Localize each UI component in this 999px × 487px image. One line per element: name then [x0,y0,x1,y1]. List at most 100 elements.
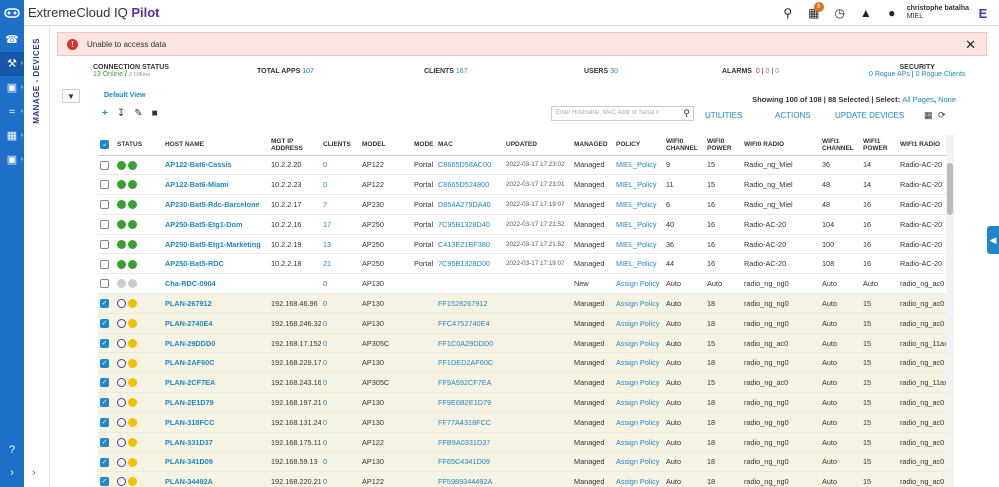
host-cell[interactable]: Cha-RDC-0904 [163,273,269,295]
utilities-button[interactable]: UTILITIES [705,111,743,120]
row-checkbox[interactable]: ✓ [98,372,115,394]
mac-value[interactable]: C413E21BF380 [438,239,490,249]
column-header[interactable]: WIFI1 RADIO [898,135,946,156]
mac-value[interactable]: C8665D58AC00 [438,160,492,170]
connection-status[interactable]: CONNECTION STATUS 13 Online / 2 Offline [93,64,169,78]
host-value[interactable]: PLAN-34492A [165,477,213,487]
row-checkbox[interactable]: ✓ [98,392,115,413]
host-cell[interactable]: PLAN-2E1D79 [163,392,269,413]
mac-cell[interactable]: FF65C4341D09 [436,451,504,473]
mac-cell[interactable]: FF9E6B2E1D79 [436,392,504,413]
host-value[interactable]: AP250-Bat5-RDC [165,259,224,269]
policy-value[interactable]: MIEL_Policy [616,180,657,190]
table-row[interactable]: AP122-Bat6-Cassis 10.2.2.20 0 AP122 Portal C8… [98,155,946,176]
policy-cell[interactable]: MIEL_Policy [614,214,664,235]
host-value[interactable]: PLAN-318FCC [165,417,215,427]
mac-cell[interactable]: FF1C0A29DDD0 [436,333,504,354]
mac-value[interactable]: FF1DED2AF60C [438,358,494,368]
download-icon[interactable]: ↧ [116,108,126,119]
row-checkbox[interactable] [98,234,115,255]
monitor-icon[interactable]: ▣ › [6,82,23,94]
mac-value[interactable]: FF1C0A29DDD0 [438,338,494,348]
row-checkbox[interactable]: ✓ [98,313,115,334]
user-avatar-icon[interactable]: ● [888,6,896,20]
total-apps[interactable]: TOTAL APPS 107 [257,68,314,75]
row-checkbox[interactable]: ✓ [98,471,115,487]
policy-cell[interactable]: MIEL_Policy [614,174,664,196]
policy-cell[interactable]: Assign Policy [614,471,664,487]
table-row[interactable]: ✓ PLAN-331D37 192.168.175.118 0 AP122 FFB9A03… [98,432,946,453]
host-cell[interactable]: AP250-Bat5-Etg1-Dom [163,214,269,235]
host-cell[interactable]: AP230-Bat5-Rdc-Barcelone [163,194,269,215]
row-checkbox[interactable]: ✓ [98,293,115,314]
policy-cell[interactable]: Assign Policy [614,451,664,473]
policy-cell[interactable]: Assign Policy [614,412,664,433]
column-header[interactable]: WIFI0 POWER [705,135,742,156]
host-cell[interactable]: AP250-Bat5-Etg1-Marketing [163,234,269,255]
table-row[interactable]: ✓ PLAN-2AF60C 192.168.229.17 0 AP130 FF1DED2A… [98,352,946,374]
columns-icon[interactable]: ▦ [924,110,933,120]
policy-value[interactable]: Assign Policy [616,397,660,407]
policy-cell[interactable]: Assign Policy [614,372,664,394]
host-cell[interactable]: PLAN-318FCC [163,412,269,433]
mac-value[interactable]: 7C95B1328D40 [438,219,490,229]
mac-cell[interactable]: 7C95B1328D40 [436,214,504,235]
help-icon[interactable]: ? [8,444,16,456]
mac-cell[interactable]: C8665D524800 [436,174,504,196]
close-icon[interactable]: ✕ [965,37,976,52]
mac-value[interactable]: FF5989344492A [438,477,493,487]
table-row[interactable]: ✓ PLAN-341D09 192.168.59.13 0 AP130 FF65C4341… [98,451,946,473]
column-header[interactable]: WIFI0 RADIO [742,135,820,156]
host-value[interactable]: PLAN-2AF60C [165,358,215,368]
filter-icon[interactable]: ▼ [62,89,80,103]
mac-value[interactable]: FFB9A0331D37 [438,437,491,447]
cloud-logo-icon[interactable] [0,0,24,26]
column-header[interactable]: WIFI1 CHANNEL [820,135,861,156]
column-header[interactable]: MODE [412,135,436,156]
row-checkbox[interactable] [98,253,115,275]
table-row[interactable]: ✓ PLAN-2740E4 192.168.246.32 0 AP130 FFC47527… [98,313,946,334]
mac-value[interactable]: 7C95B1328D00 [438,259,490,269]
mac-value[interactable]: FF9E6B2E1D79 [438,397,492,407]
search-icon[interactable]: ⚲ [683,108,690,118]
host-value[interactable]: PLAN-2E1D79 [165,397,214,407]
policy-value[interactable]: MIEL_Policy [616,259,657,269]
actions-button[interactable]: ACTIONS [775,111,811,120]
host-value[interactable]: AP250-Bat5-Etg1-Dom [165,219,243,229]
host-cell[interactable]: PLAN-29DDD0 [163,333,269,354]
host-cell[interactable]: PLAN-267912 [163,293,269,314]
row-checkbox[interactable] [98,155,115,176]
mac-value[interactable]: FF1528267912 [438,298,488,308]
column-header[interactable]: WIFI0 CHANNEL [664,135,705,156]
edit-icon[interactable]: ✎ [134,108,143,119]
policy-value[interactable]: Assign Policy [616,318,660,328]
host-cell[interactable]: PLAN-331D37 [163,432,269,453]
mac-cell[interactable]: C413E21BF380 [436,234,504,255]
host-value[interactable]: PLAN-331D37 [165,437,213,447]
host-value[interactable]: PLAN-2740E4 [165,318,213,328]
mac-cell[interactable]: 7C95B1328D00 [436,253,504,275]
table-row[interactable]: ✓ PLAN-267912 192.168.46.96 0 AP130 FF1528267… [98,293,946,314]
table-scrollbar[interactable] [946,135,954,487]
host-cell[interactable]: AP122-Bat6-Cassis [163,155,269,176]
host-value[interactable]: Cha-RDC-0904 [165,279,216,289]
lock-icon[interactable]: ▣ › [6,154,23,166]
mac-value[interactable]: D854A279DA40 [438,199,491,209]
mac-cell[interactable]: FFC4752740E4 [436,313,504,334]
analytics-icon[interactable]: ≈ › [8,106,23,118]
policy-cell[interactable]: Assign Policy [614,273,664,295]
mac-cell[interactable] [436,273,504,295]
mac-cell[interactable]: FF1DED2AF60C [436,352,504,374]
host-cell[interactable]: PLAN-34492A [163,471,269,487]
policy-value[interactable]: Assign Policy [616,279,660,289]
host-value[interactable]: PLAN-267912 [165,298,212,308]
mac-value[interactable]: C8665D524800 [438,180,490,190]
clock-icon[interactable]: ◷ [834,6,845,20]
delete-icon[interactable]: ■ [151,108,158,119]
mac-value[interactable]: FFC4752740E4 [438,318,490,328]
search-input[interactable]: Enter Hostname, MAC Addr or Serial # ⚲ [551,106,694,121]
select-all-pages-link[interactable]: All Pages [902,95,934,104]
scrollbar-thumb[interactable] [947,163,953,215]
row-checkbox[interactable] [98,194,115,215]
table-row[interactable]: ✓ PLAN-318FCC 192.168.131.244 0 AP130 FF77A43… [98,412,946,433]
